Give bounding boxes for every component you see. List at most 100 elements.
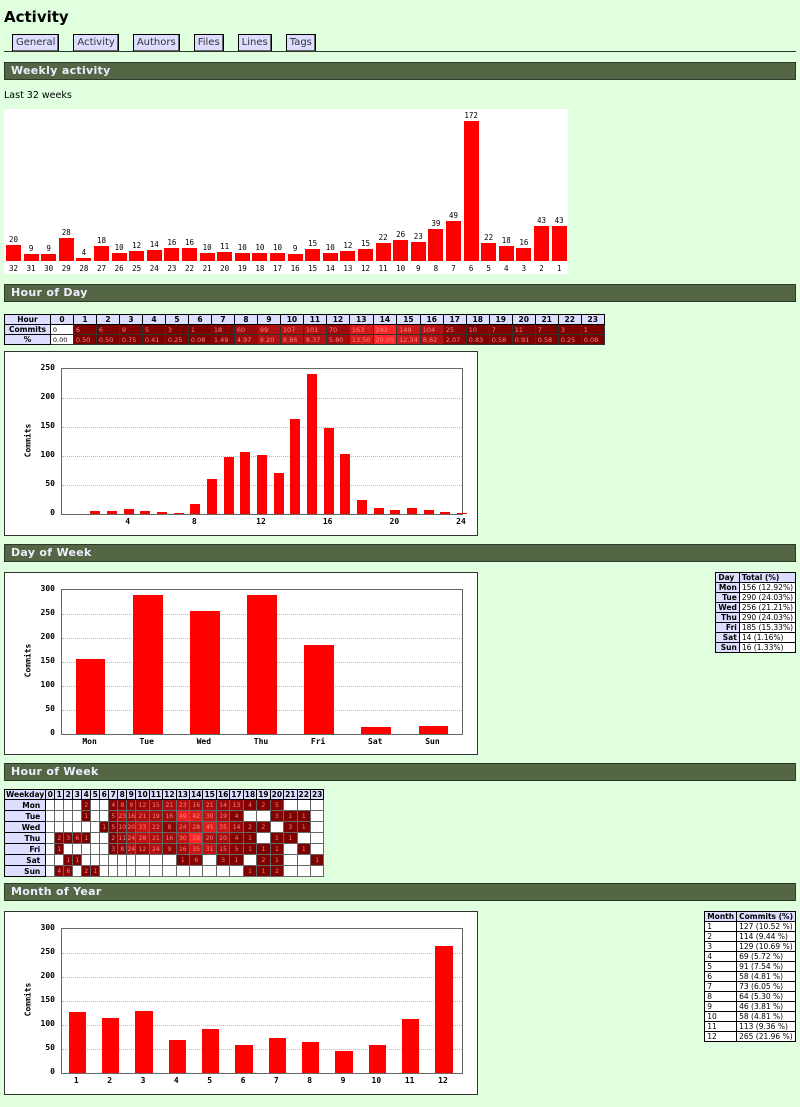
chart-bar	[290, 419, 301, 514]
hour-of-week-table: Weekday 0 1 2 3 4 5 6 7 8 9 10 11 12 13 14 15 16 17 18 19 20 2…	[3, 789, 325, 877]
heatmap-cell: 24	[126, 832, 137, 844]
month-commits: 46 (3.81 %)	[736, 1001, 796, 1012]
heatmap-cell: 30	[175, 832, 191, 844]
month-label: 1	[704, 921, 738, 932]
tab-authors[interactable]: Authors	[132, 34, 180, 51]
tab-files[interactable]: Files	[193, 34, 224, 51]
table-row: Fri 185 (15.33%)	[715, 622, 797, 633]
heatmap-cell	[215, 865, 231, 877]
heatmap-row: Tue 1 5 23 16 21 19 16 49 42 30 19 4 3 1 1	[3, 810, 325, 822]
month-label: 4	[704, 951, 738, 962]
chart-bar	[173, 513, 184, 514]
weekday-label: Sun	[3, 865, 47, 877]
hour-col-header: 18	[465, 314, 490, 325]
x-tick-label: 24	[456, 517, 466, 526]
weekly-bar-value: 10	[202, 242, 212, 252]
commits-cell: 6	[72, 324, 97, 335]
heatmap-row: Mon 2 4 8 9 12 15 21 23 16 21 14 13 4 2 5	[3, 799, 325, 811]
y-axis-label: Commits	[23, 643, 33, 678]
heatmap-cell: 24	[148, 843, 164, 855]
heatmap-cell	[296, 865, 311, 877]
commits-cell: 7	[534, 324, 559, 335]
x-tick-label: 5	[207, 1076, 213, 1085]
hour-col-header: 16	[419, 314, 444, 325]
heatmap-cell: 16	[188, 799, 204, 811]
weekly-bar-value: 16	[184, 237, 195, 247]
weekly-week-label: 29	[61, 264, 71, 273]
table-row: 10 58 (4.81 %)	[704, 1011, 796, 1022]
heatmap-cell: 1	[90, 865, 101, 877]
weekly-bar	[340, 251, 356, 261]
chart-bar	[273, 473, 284, 514]
weekday-label: Tue	[3, 810, 47, 822]
weekly-bar	[516, 247, 532, 261]
gridline	[62, 427, 462, 428]
month-commits: 127 (10.52 %)	[736, 921, 796, 932]
commits-cell: 70	[325, 324, 350, 335]
day-label: Tue	[715, 592, 740, 603]
table-row: 6 58 (4.81 %)	[704, 971, 796, 982]
heatmap-cell: 21	[135, 810, 150, 822]
percent-cell: 13.50	[348, 334, 374, 345]
day-label: Sat	[715, 632, 740, 643]
chart-bar	[368, 1045, 386, 1073]
weekly-week-label: 31	[26, 264, 36, 273]
weekly-bar-value: 26	[396, 229, 406, 239]
chart-bar	[107, 510, 117, 514]
tab-tags[interactable]: Tags	[285, 34, 316, 51]
heatmap-cell: 1	[99, 821, 110, 833]
heatmap-cell: 1	[54, 843, 65, 855]
section-header-day-of-week: Day of Week	[4, 544, 796, 562]
month-of-year-table: Month Commits (%) 1 127 (10.52 %) 2 114 (9.44…	[704, 911, 796, 1042]
weekly-bar	[305, 248, 321, 261]
heatmap-cell: 1	[242, 865, 258, 877]
chart-bar	[407, 507, 417, 514]
heatmap-cell: 5	[269, 799, 285, 811]
percent-cell: 0.91	[511, 334, 536, 345]
hour-col-header: 8	[233, 314, 258, 325]
hour-col-header: 8	[117, 789, 128, 800]
y-tick-label: 0	[50, 1067, 55, 1076]
commits-cell: 5	[141, 324, 166, 335]
tab-lines[interactable]: Lines	[237, 34, 272, 51]
y-tick-label: 150	[40, 656, 55, 665]
heatmap-cell	[54, 799, 65, 811]
x-tick-label: Fri	[310, 737, 326, 746]
y-tick-label: 200	[40, 632, 55, 641]
tab-general[interactable]: General	[12, 34, 60, 51]
weekly-bar-value: 10	[272, 242, 283, 252]
chart-bar	[207, 479, 217, 514]
heatmap-cell	[309, 810, 325, 822]
tab-activity[interactable]: Activity	[73, 34, 119, 51]
table-header: Month	[704, 911, 738, 922]
gridline	[62, 1049, 462, 1050]
heatmap-cell: 1	[229, 854, 244, 866]
heatmap-cell	[229, 865, 244, 877]
heatmap-cell: 20	[126, 821, 137, 833]
chart-bar	[440, 512, 451, 514]
y-tick-label: 100	[40, 1019, 55, 1028]
x-tick-label: 4	[125, 517, 131, 526]
chart-bar	[247, 594, 277, 734]
heatmap-cell	[135, 865, 150, 877]
weekly-bar	[111, 252, 127, 261]
table-row: Wed 256 (21.21%)	[715, 602, 797, 613]
percent-cell: 0.58	[488, 334, 513, 345]
table-row: Sat 14 (1.16%)	[715, 632, 797, 643]
x-tick-label: Mon	[82, 737, 97, 746]
heatmap-cell	[256, 810, 271, 822]
y-tick-label: 250	[40, 363, 55, 372]
weekly-bar	[41, 253, 57, 261]
chart-bar	[418, 726, 449, 734]
month-label: 11	[704, 1021, 738, 1032]
hour-col-header: 4	[81, 789, 92, 800]
heatmap-cell	[90, 821, 101, 833]
heatmap-cell: 45	[202, 821, 217, 833]
x-tick-label: 6	[240, 1076, 246, 1085]
weekly-bar	[58, 238, 74, 261]
heatmap-cell	[99, 799, 110, 811]
y-tick-label: 250	[40, 608, 55, 617]
table-row: 11 113 (9.36 %)	[704, 1021, 796, 1032]
table-row: Sun 16 (1.33%)	[715, 642, 797, 653]
heatmap-row: Thu 2 3 6 1 2 11 24 28 21 16 30 58 20 20 4 1 1 1	[3, 832, 325, 844]
